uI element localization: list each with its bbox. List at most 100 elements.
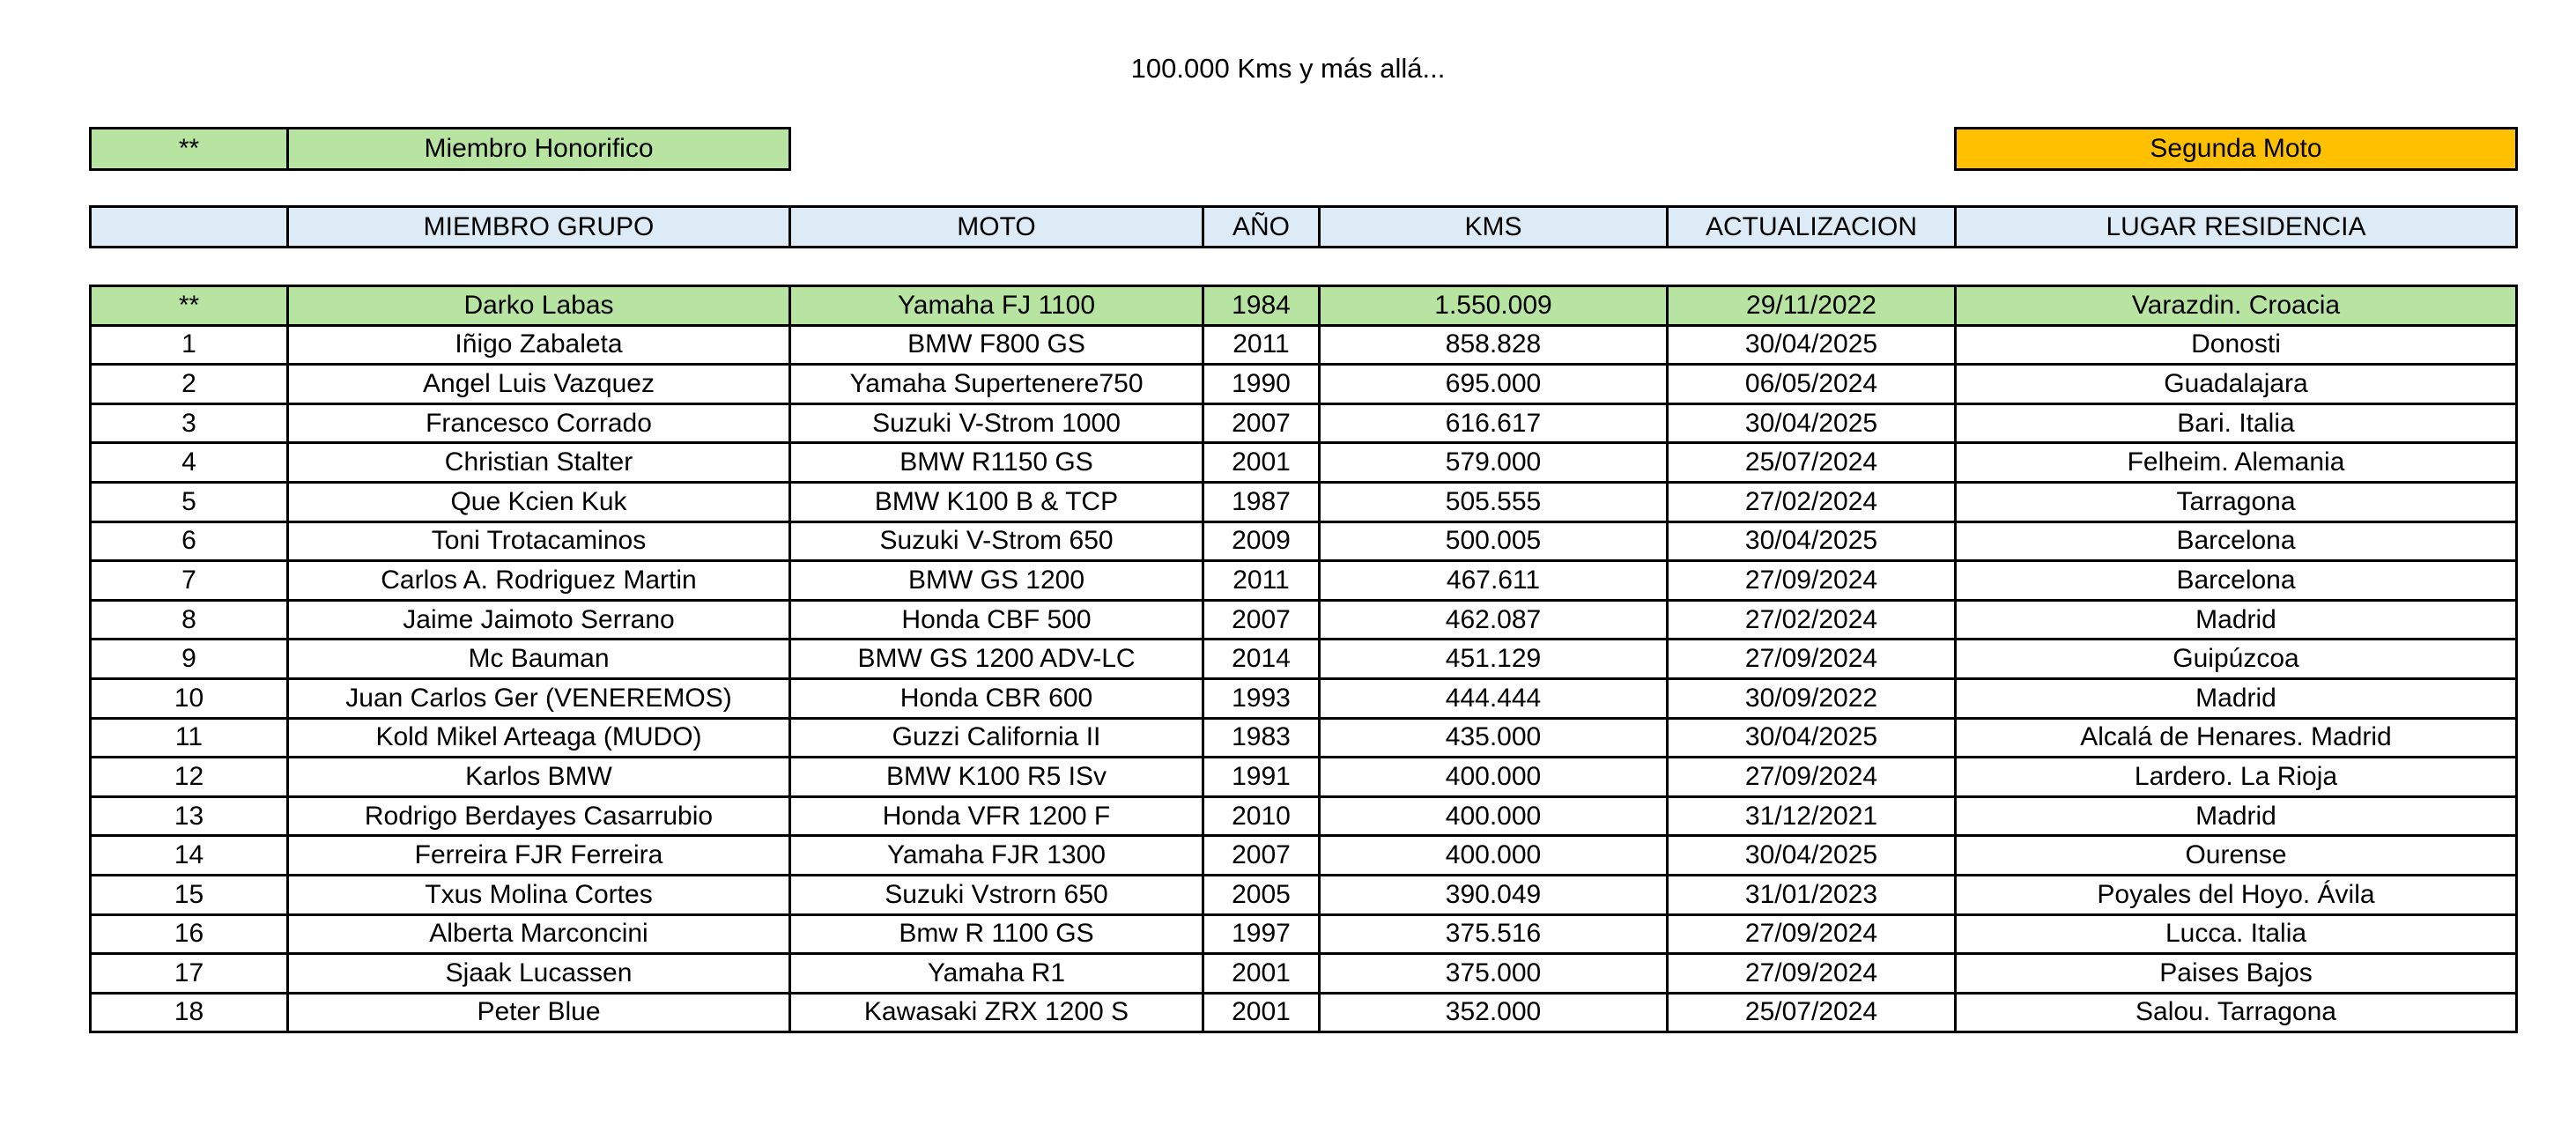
cell-residence: Donosti	[1954, 323, 2518, 366]
cell-rank: 13	[89, 795, 289, 838]
cell-updated: 31/12/2021	[1666, 795, 1957, 838]
cell-year: 2007	[1202, 598, 1321, 641]
cell-residence: Varazdin. Croacia	[1954, 285, 2518, 327]
cell-year: 2011	[1202, 323, 1321, 366]
cell-member: Iñigo Zabaleta	[286, 323, 791, 366]
cell-year: 1984	[1202, 285, 1321, 327]
cell-member: Kold Mikel Arteaga (MUDO)	[286, 716, 791, 759]
cell-residence: Lucca. Italia	[1954, 913, 2518, 956]
second-bike-legend: Segunda Moto	[1954, 127, 2518, 171]
header-member: MIEMBRO GRUPO	[286, 205, 791, 248]
cell-year: 1987	[1202, 480, 1321, 523]
cell-kms: 375.516	[1318, 913, 1669, 956]
honorary-marker: **	[89, 127, 289, 171]
cell-rank: 3	[89, 402, 289, 445]
cell-updated: 30/09/2022	[1666, 677, 1957, 720]
cell-updated: 27/02/2024	[1666, 480, 1957, 523]
legend-table: ** Miembro Honorifico Segunda Moto	[89, 127, 2518, 171]
cell-member: Karlos BMW	[286, 756, 791, 798]
cell-rank: 11	[89, 716, 289, 759]
cell-bike: BMW K100 R5 ISv	[788, 756, 1204, 798]
table-row: 12 Karlos BMW BMW K100 R5 ISv 1991 400.000 27…	[89, 756, 2518, 798]
cell-updated: 27/09/2024	[1666, 913, 1957, 956]
table-row: 15 Txus Molina Cortes Suzuki Vstrorn 650 20…	[89, 873, 2518, 916]
cell-updated: 30/04/2025	[1666, 716, 1957, 759]
cell-year: 1983	[1202, 716, 1321, 759]
cell-year: 1990	[1202, 363, 1321, 405]
cell-kms: 352.000	[1318, 991, 1669, 1034]
cell-bike: Yamaha FJR 1300	[788, 834, 1204, 876]
cell-year: 1991	[1202, 756, 1321, 798]
cell-member: Darko Labas	[286, 285, 791, 327]
cell-member: Mc Bauman	[286, 638, 791, 680]
cell-rank: 6	[89, 520, 289, 563]
cell-rank: 5	[89, 480, 289, 523]
cell-rank: 12	[89, 756, 289, 798]
header-kms: KMS	[1318, 205, 1669, 248]
cell-kms: 451.129	[1318, 638, 1669, 680]
cell-kms: 695.000	[1318, 363, 1669, 405]
table-row: 18 Peter Blue Kawasaki ZRX 1200 S 2001 352.0…	[89, 991, 2518, 1034]
cell-bike: Kawasaki ZRX 1200 S	[788, 991, 1204, 1034]
table-row-honorary: ** Darko Labas Yamaha FJ 1100 1984 1.550.009…	[89, 285, 2518, 327]
cell-bike: Guzzi California II	[788, 716, 1204, 759]
cell-kms: 858.828	[1318, 323, 1669, 366]
cell-updated: 27/09/2024	[1666, 559, 1957, 602]
cell-bike: BMW GS 1200 ADV-LC	[788, 638, 1204, 680]
cell-bike: BMW F800 GS	[788, 323, 1204, 366]
cell-bike: BMW R1150 GS	[788, 441, 1204, 484]
cell-year: 2011	[1202, 559, 1321, 602]
cell-residence: Madrid	[1954, 598, 2518, 641]
header-row: MIEMBRO GRUPO MOTO AÑO KMS ACTUALIZACION…	[89, 205, 2518, 248]
cell-rank: 17	[89, 952, 289, 995]
table-row: 6 Toni Trotacaminos Suzuki V-Strom 650 2009…	[89, 520, 2518, 563]
cell-kms: 467.611	[1318, 559, 1669, 602]
cell-updated: 27/09/2024	[1666, 638, 1957, 680]
cell-member: Que Kcien Kuk	[286, 480, 791, 523]
cell-bike: Bmw R 1100 GS	[788, 913, 1204, 956]
cell-updated: 25/07/2024	[1666, 991, 1957, 1034]
cell-year: 2007	[1202, 402, 1321, 445]
cell-member: Ferreira FJR Ferreira	[286, 834, 791, 876]
legend-spacer	[1668, 129, 1956, 170]
cell-updated: 31/01/2023	[1666, 873, 1957, 916]
cell-bike: Honda VFR 1200 F	[788, 795, 1204, 838]
cell-rank: 15	[89, 873, 289, 916]
table-row: 4 Christian Stalter BMW R1150 GS 2001 579.00…	[89, 441, 2518, 484]
cell-kms: 462.087	[1318, 598, 1669, 641]
table-row: 16 Alberta Marconcini Bmw R 1100 GS 1997 375…	[89, 913, 2518, 956]
cell-rank: 14	[89, 834, 289, 876]
cell-year: 2001	[1202, 952, 1321, 995]
members-table-body: ** Darko Labas Yamaha FJ 1100 1984 1.550.009…	[89, 285, 2518, 1034]
cell-residence: Lardero. La Rioja	[1954, 756, 2518, 798]
cell-residence: Barcelona	[1954, 520, 2518, 563]
cell-residence: Poyales del Hoyo. Ávila	[1954, 873, 2518, 916]
cell-year: 2001	[1202, 441, 1321, 484]
cell-residence: Guadalajara	[1954, 363, 2518, 405]
cell-updated: 30/04/2025	[1666, 520, 1957, 563]
cell-bike: Honda CBR 600	[788, 677, 1204, 720]
cell-year: 1997	[1202, 913, 1321, 956]
cell-rank: 1	[89, 323, 289, 366]
cell-member: Francesco Corrado	[286, 402, 791, 445]
cell-member: Rodrigo Berdayes Casarrubio	[286, 795, 791, 838]
cell-member: Carlos A. Rodriguez Martin	[286, 559, 791, 602]
cell-kms: 505.555	[1318, 480, 1669, 523]
cell-bike: Suzuki V-Strom 650	[788, 520, 1204, 563]
cell-kms: 616.617	[1318, 402, 1669, 445]
cell-member: Jaime Jaimoto Serrano	[286, 598, 791, 641]
cell-member: Alberta Marconcini	[286, 913, 791, 956]
cell-bike: BMW GS 1200	[788, 559, 1204, 602]
cell-kms: 500.005	[1318, 520, 1669, 563]
cell-kms: 400.000	[1318, 756, 1669, 798]
cell-kms: 400.000	[1318, 795, 1669, 838]
cell-rank: 7	[89, 559, 289, 602]
cell-residence: Alcalá de Henares. Madrid	[1954, 716, 2518, 759]
cell-year: 2001	[1202, 991, 1321, 1034]
cell-updated: 29/11/2022	[1666, 285, 1957, 327]
cell-residence: Salou. Tarragona	[1954, 991, 2518, 1034]
cell-updated: 06/05/2024	[1666, 363, 1957, 405]
legend-spacer	[1203, 129, 1320, 170]
cell-year: 2009	[1202, 520, 1321, 563]
cell-rank: 9	[89, 638, 289, 680]
